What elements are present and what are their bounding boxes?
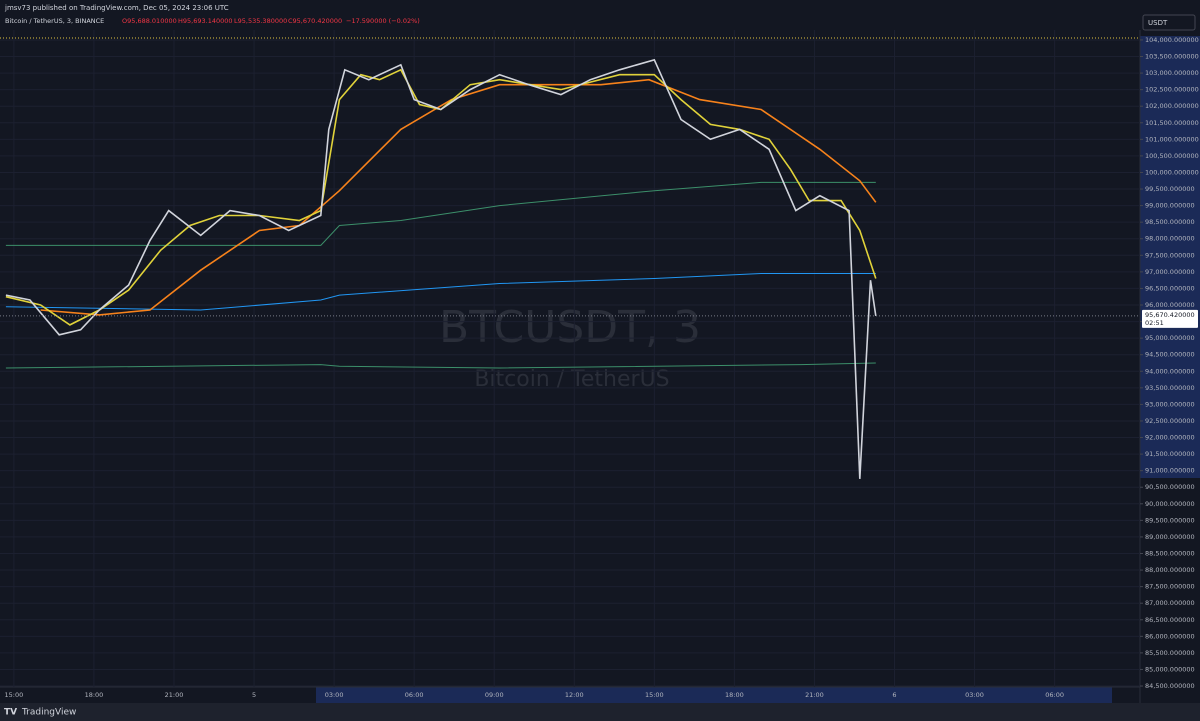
x-tick-label: 06:00 (405, 691, 424, 699)
currency-button[interactable] (1142, 14, 1196, 31)
price-range-highlight (1140, 36, 1200, 478)
open: O95,688.010000 (122, 17, 177, 25)
footer (0, 703, 1200, 721)
y-tick-label: 90,000.000000 (1145, 500, 1195, 508)
y-tick-label: 102,000.000000 (1145, 102, 1199, 110)
y-tick-label: 96,000.000000 (1145, 301, 1195, 309)
y-tick-label: 90,500.000000 (1145, 483, 1195, 491)
y-tick-label: 97,500.000000 (1145, 251, 1195, 259)
y-tick-label: 101,000.000000 (1145, 135, 1199, 143)
price-badge (1142, 309, 1198, 328)
y-tick-label: 104,000.000000 (1145, 36, 1199, 44)
time-range-highlight (316, 687, 1112, 703)
price-badge-label: 95,670.420000 (1145, 311, 1195, 319)
series-line (5, 58, 877, 479)
high: H95,693.140000 (178, 17, 233, 25)
x-tick-label: 03:00 (965, 691, 984, 699)
y-tick-label: 101,500.000000 (1145, 119, 1199, 127)
countdown: 02:51 (1145, 319, 1164, 327)
y-tick-label: 100,000.000000 (1145, 168, 1199, 176)
y-tick-label: 86,500.000000 (1145, 616, 1195, 624)
x-tick-label: 06:00 (1045, 691, 1064, 699)
series-line (5, 181, 876, 246)
y-tick-label: 84,500.000000 (1145, 682, 1195, 690)
logo: TV (4, 708, 17, 718)
x-tick-label: 09:00 (485, 691, 504, 699)
x-tick-label: 5 (252, 691, 256, 699)
y-tick-label: 99,000.000000 (1145, 202, 1195, 210)
y-tick-label: 91,500.000000 (1145, 450, 1195, 458)
x-tick-label: 21:00 (805, 691, 824, 699)
y-tick-label: 92,500.000000 (1145, 417, 1195, 425)
x-tick-label: 15:00 (5, 691, 24, 699)
y-tick-label: 100,500.000000 (1145, 152, 1199, 160)
y-tick-label: 97,000.000000 (1145, 268, 1195, 276)
low: L95,535.380000 (234, 17, 287, 25)
y-tick-label: 85,500.000000 (1145, 649, 1195, 657)
y-tick-label: 87,000.000000 (1145, 599, 1195, 607)
y-tick-label: 102,500.000000 (1145, 86, 1199, 94)
y-tick-label: 92,000.000000 (1145, 434, 1195, 442)
y-tick-label: 96,500.000000 (1145, 284, 1195, 292)
y-tick-label: 86,000.000000 (1145, 632, 1195, 640)
close: C95,670.420000 (288, 17, 342, 25)
y-tick-label: 88,000.000000 (1145, 566, 1195, 574)
series-line (5, 68, 877, 326)
y-tick-label: 87,500.000000 (1145, 583, 1195, 591)
x-tick-label: 18:00 (725, 691, 744, 699)
series-line (5, 273, 876, 311)
y-tick-label: 93,000.000000 (1145, 400, 1195, 408)
x-tick-label: 15:00 (645, 691, 664, 699)
x-tick-label: 03:00 (325, 691, 344, 699)
y-tick-label: 89,500.000000 (1145, 516, 1195, 524)
series-line (5, 362, 876, 369)
currency[interactable]: USDT (1148, 19, 1168, 27)
brand: TradingView (21, 708, 76, 718)
y-tick-label: 103,000.000000 (1145, 69, 1199, 77)
y-tick-label: 99,500.000000 (1145, 185, 1195, 193)
x-tick-label: 6 (892, 691, 896, 699)
y-tick-label: 85,000.000000 (1145, 665, 1195, 673)
x-tick-label: 21:00 (165, 691, 184, 699)
y-tick-label: 95,000.000000 (1145, 334, 1195, 342)
y-tick-label: 98,500.000000 (1145, 218, 1195, 226)
y-tick-label: 88,500.000000 (1145, 549, 1195, 557)
y-tick-label: 89,000.000000 (1145, 533, 1195, 541)
change: −17.590000 (−0.02%) (346, 17, 420, 25)
published: jmsv73 published on TradingView.com, Dec… (4, 4, 229, 12)
y-tick-label: 94,000.000000 (1145, 367, 1195, 375)
x-tick-label: 12:00 (565, 691, 584, 699)
x-tick-label: 18:00 (85, 691, 104, 699)
y-tick-label: 103,500.000000 (1145, 53, 1199, 61)
y-tick-label: 93,500.000000 (1145, 384, 1195, 392)
symbol: Bitcoin / TetherUS, 3, BINANCE (5, 17, 104, 25)
y-tick-label: 98,000.000000 (1145, 235, 1195, 243)
y-tick-label: 91,000.000000 (1145, 467, 1195, 475)
watermark: BTCUSDT, 3 (439, 302, 701, 353)
y-tick-label: 94,500.000000 (1145, 351, 1195, 359)
